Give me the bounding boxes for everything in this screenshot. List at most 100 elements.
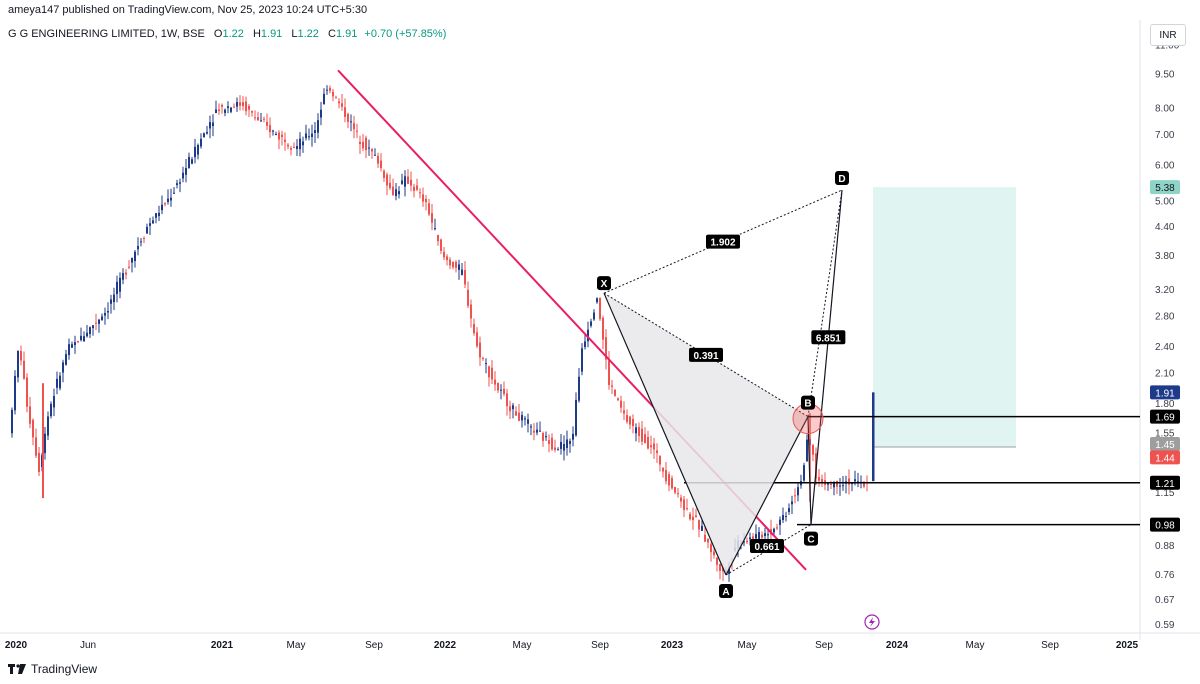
price-label-box <box>1150 517 1180 532</box>
symbol-info-bar: G G ENGINEERING LIMITED, 1W, BSE O1.22 H… <box>8 28 446 40</box>
candle-body <box>818 477 820 481</box>
candle-body <box>77 341 79 343</box>
candle-body <box>635 427 637 434</box>
candle-body <box>110 299 112 304</box>
candle-body <box>761 534 763 538</box>
pattern-point-d: D <box>838 174 845 185</box>
candle-body <box>347 113 349 122</box>
low-value: 1.22 <box>297 28 319 40</box>
candle-body <box>497 382 499 391</box>
candle-body <box>458 264 460 270</box>
ratio-label-box <box>811 330 846 345</box>
candle-body <box>752 536 754 540</box>
pattern-leg-xa[interactable] <box>603 292 727 576</box>
latest-candle[interactable] <box>872 392 875 482</box>
candle-body <box>407 176 409 184</box>
candle-body <box>797 487 799 496</box>
candle-body <box>587 329 589 342</box>
candle-body <box>17 350 19 378</box>
pattern-leg-ab[interactable] <box>725 416 809 576</box>
candle-body <box>440 239 442 251</box>
candle-body <box>242 102 244 107</box>
candle-body <box>620 400 622 408</box>
y-tick-label: 7.00 <box>1155 130 1175 141</box>
close-value: 1.91 <box>335 28 358 40</box>
candle-body <box>785 516 787 518</box>
candle-body <box>461 269 463 275</box>
candle-body <box>488 366 490 378</box>
pattern-ratio-bd <box>807 189 843 417</box>
candle-body <box>209 122 211 129</box>
candle-body <box>374 154 376 156</box>
y-tick-label: 0.59 <box>1155 620 1175 631</box>
candle-body <box>221 104 223 107</box>
candle-body <box>86 332 88 337</box>
candle-body <box>131 257 133 263</box>
candle-body <box>443 251 445 258</box>
candle-body <box>524 418 526 420</box>
price-label: 5.38 <box>1155 183 1175 194</box>
pattern-leg-bc[interactable] <box>807 416 812 525</box>
y-tick-label: 1.15 <box>1155 488 1175 499</box>
x-tick-label: May <box>513 640 532 651</box>
y-tick-label: 6.00 <box>1155 160 1175 171</box>
candle-body <box>320 109 322 118</box>
candle-body <box>356 130 358 132</box>
candle-body <box>677 493 679 495</box>
candle-body <box>23 360 25 379</box>
pattern-leg-cd[interactable] <box>810 189 843 525</box>
tradingview-logo-icon <box>8 664 26 674</box>
candle-body <box>455 261 457 268</box>
pattern-point-c: C <box>807 535 814 546</box>
candle-body <box>527 419 529 424</box>
candle-body <box>218 109 220 112</box>
candle-body <box>827 483 829 485</box>
candle-body <box>248 105 250 110</box>
candle-body <box>188 156 190 169</box>
candle-body <box>710 544 712 553</box>
x-tick-label: Sep <box>1041 640 1059 651</box>
candle-body <box>302 141 304 146</box>
candle-body <box>74 342 76 346</box>
candle-body <box>602 317 604 340</box>
candle-body <box>425 198 427 203</box>
candle-body <box>788 508 790 513</box>
ratio-label: 0.661 <box>754 542 779 553</box>
candle-body <box>590 321 592 326</box>
candle-body <box>398 191 400 195</box>
candle-body <box>38 452 40 472</box>
ratio-label: 6.851 <box>816 333 841 344</box>
y-tick-label: 3.80 <box>1155 251 1175 262</box>
candle-body <box>14 375 16 411</box>
candle-body <box>62 362 64 373</box>
pattern-point-a: A <box>722 587 729 598</box>
candle-body <box>629 416 631 425</box>
candle-body <box>365 137 367 151</box>
candle-body <box>383 170 385 178</box>
candle-body <box>470 304 472 319</box>
candle-body <box>521 414 523 421</box>
candle-body <box>518 412 520 421</box>
x-tick-label: Jun <box>80 640 96 651</box>
change-value: +0.70 (+57.85%) <box>364 28 447 40</box>
candle-body <box>650 445 652 448</box>
target-zone[interactable] <box>873 187 1016 447</box>
candle-body <box>515 411 517 416</box>
candle-body <box>491 367 493 380</box>
candle-body <box>854 479 856 482</box>
symbol-name[interactable]: G G ENGINEERING LIMITED, 1W, BSE <box>8 28 205 40</box>
candle-body <box>863 481 865 487</box>
candle-body <box>263 118 265 120</box>
pattern-point-b: B <box>804 399 811 410</box>
candle-body <box>509 406 511 412</box>
pattern-point-box <box>719 583 733 598</box>
candle-body <box>494 379 496 385</box>
candle-body <box>686 508 688 510</box>
price-label-box <box>1150 180 1180 195</box>
candle-body <box>608 360 610 385</box>
candle-body <box>197 145 199 155</box>
candle-body <box>272 130 274 132</box>
candle-body <box>755 534 757 539</box>
currency-button[interactable]: INR <box>1150 24 1186 46</box>
